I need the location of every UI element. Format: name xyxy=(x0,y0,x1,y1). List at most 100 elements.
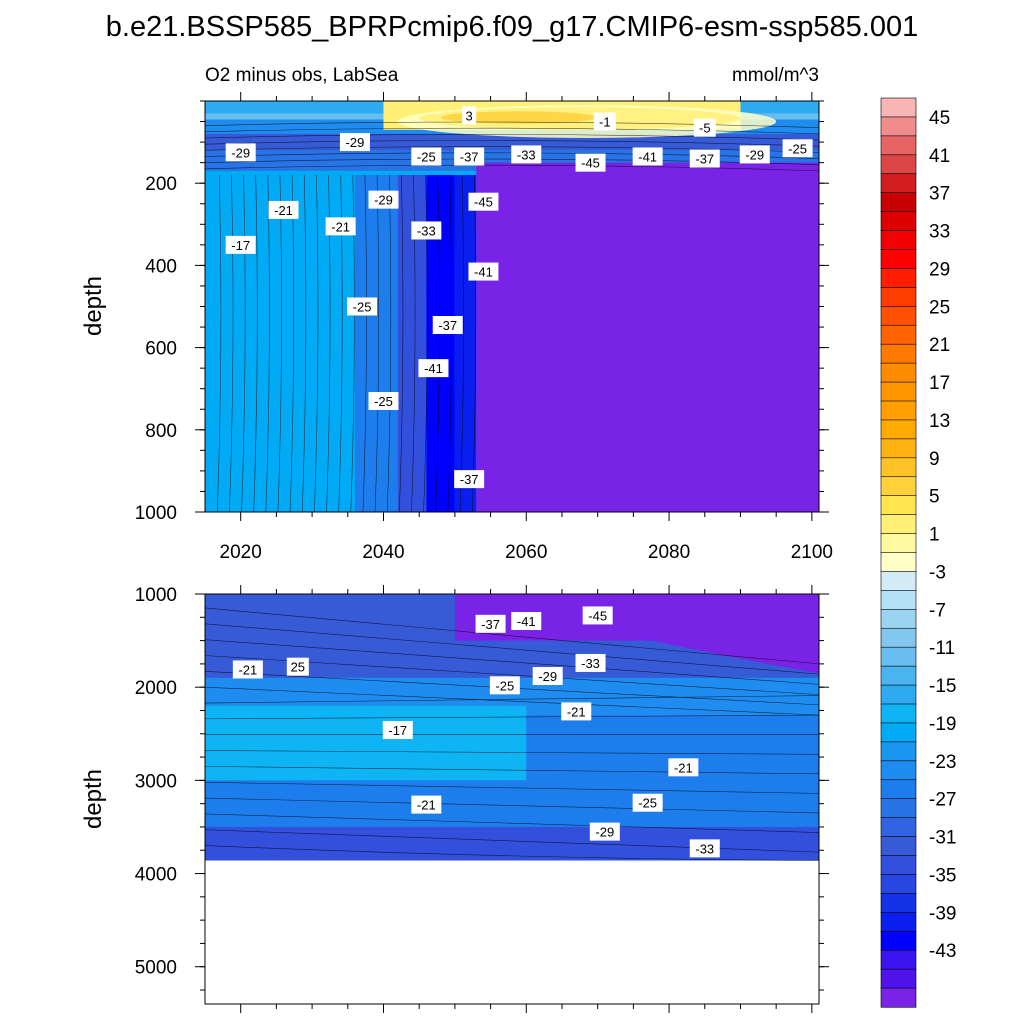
contour-label: -25 xyxy=(782,139,813,158)
contour-label: -25 xyxy=(347,297,378,316)
colorbar-swatch xyxy=(880,324,917,345)
contour-label: -37 xyxy=(432,315,463,334)
colorbar-swatch xyxy=(880,855,917,876)
contour-label: -29 xyxy=(589,822,620,841)
colorbar-swatch xyxy=(880,438,917,459)
y-tick-label: 5000 xyxy=(135,958,177,979)
contour-label-box xyxy=(225,143,256,162)
colorbar-swatch xyxy=(880,779,917,800)
top-panel-left-label: O2 minus obs, LabSea xyxy=(205,65,399,86)
contour-label: -37 xyxy=(454,470,485,489)
figure-title: b.e21.BSSP585_BPRPcmip6.f09_g17.CMIP6-es… xyxy=(106,11,918,43)
contour-label-text: -25 xyxy=(788,141,807,156)
contour-label: -25 xyxy=(368,392,399,411)
colorbar-swatch xyxy=(880,609,917,629)
colorbar-label: 5 xyxy=(929,487,940,508)
contour-label-box xyxy=(689,839,720,858)
colorbar-swatch xyxy=(880,116,917,137)
colorbar-swatch xyxy=(880,590,917,610)
contour-label: -21 xyxy=(561,702,592,721)
contour-label: -29 xyxy=(339,133,370,152)
contour-region xyxy=(205,826,819,861)
contour-label: -29 xyxy=(532,667,563,685)
contour-label-text: -17 xyxy=(231,238,250,253)
contour-label-text: -29 xyxy=(595,825,614,840)
contour-label-text: -37 xyxy=(438,318,457,333)
contour-label-text: -45 xyxy=(588,608,607,623)
contour-label: -1 xyxy=(593,112,616,131)
colorbar-label: 33 xyxy=(929,222,950,243)
lower-axis-ticks: 1000 2000 3000 4000 5000 xyxy=(135,585,829,1013)
colorbar-swatch xyxy=(880,798,917,819)
colorbar-swatch xyxy=(880,381,917,402)
contour-label-box xyxy=(339,133,370,152)
colorbar-label: 9 xyxy=(929,449,940,470)
contour-label-box xyxy=(368,392,399,411)
contour-label-text: -21 xyxy=(331,219,350,234)
colorbar-swatch xyxy=(880,306,917,326)
contour-label-box xyxy=(462,106,477,125)
colorbar-swatch xyxy=(880,646,917,667)
contour-label-text: -21 xyxy=(567,704,586,719)
contour-line xyxy=(459,174,464,512)
contour-line xyxy=(411,174,416,512)
lower-purple-wedge xyxy=(454,594,819,674)
contour-line xyxy=(205,623,819,675)
contour-line xyxy=(205,121,819,129)
contour-label-box xyxy=(325,217,356,236)
contour-label: -5 xyxy=(693,118,716,137)
contour-label-text: -33 xyxy=(581,656,600,671)
contour-line xyxy=(241,174,246,512)
contour-region xyxy=(205,780,819,827)
colorbar-swatch xyxy=(880,741,917,762)
contour-line xyxy=(205,797,819,814)
contour-line xyxy=(216,174,222,512)
contour-label-box xyxy=(232,660,263,679)
colorbar-swatch xyxy=(880,514,917,535)
colorbar-swatch xyxy=(880,760,917,781)
contour-label-box xyxy=(589,822,620,841)
contour-label: 25 xyxy=(286,657,309,676)
contour-label-text: -41 xyxy=(474,265,493,280)
colorbar-swatch xyxy=(880,268,917,288)
contour-label-box xyxy=(668,758,699,777)
x-tick-label: 2080 xyxy=(648,542,690,563)
contour-label: -17 xyxy=(225,235,256,254)
contour-label-text: -5 xyxy=(699,121,711,136)
contour-line xyxy=(435,174,440,512)
colorbar-swatch xyxy=(880,476,917,497)
upper-y-axis-label: depth xyxy=(80,276,107,336)
contour-label-box xyxy=(411,221,442,240)
contour-label: -21 xyxy=(411,795,442,814)
contour-label: -45 xyxy=(582,606,613,625)
contour-label-text: -25 xyxy=(374,394,393,409)
contour-label: -45 xyxy=(575,153,606,172)
contour-line xyxy=(386,174,392,512)
contour-label: -21 xyxy=(268,200,299,219)
contour-label-box xyxy=(268,200,299,219)
contour-line xyxy=(205,813,819,833)
contour-label: -25 xyxy=(411,147,442,166)
contour-label-box xyxy=(575,153,606,172)
contour-label-text: -17 xyxy=(388,723,407,738)
colorbar-label: 21 xyxy=(929,335,950,356)
upper-axis-ticks: 2020 2040 2060 2080 2100 200 400 600 800 1000 xyxy=(135,92,833,563)
contour-line xyxy=(471,174,477,512)
lower-plot-frame xyxy=(204,593,820,1005)
contour-line xyxy=(205,686,819,716)
colorbar-label: -35 xyxy=(929,865,956,886)
contour-label-text: -41 xyxy=(638,149,657,164)
colorbar-label: -23 xyxy=(929,752,956,773)
y-tick-label: 200 xyxy=(145,174,177,195)
contour-label: -37 xyxy=(475,614,506,633)
contour-line xyxy=(423,174,428,512)
contour-line xyxy=(205,750,819,755)
colorbar-swatch xyxy=(880,552,917,573)
contour-label-text: -21 xyxy=(274,203,293,218)
colorbar-label: 41 xyxy=(929,146,950,167)
colorbar-label: 13 xyxy=(929,411,950,432)
contour-line xyxy=(289,174,294,512)
contour-label-text: -37 xyxy=(695,152,714,167)
contour-label-box xyxy=(368,190,399,209)
contour-label-box xyxy=(511,612,542,631)
